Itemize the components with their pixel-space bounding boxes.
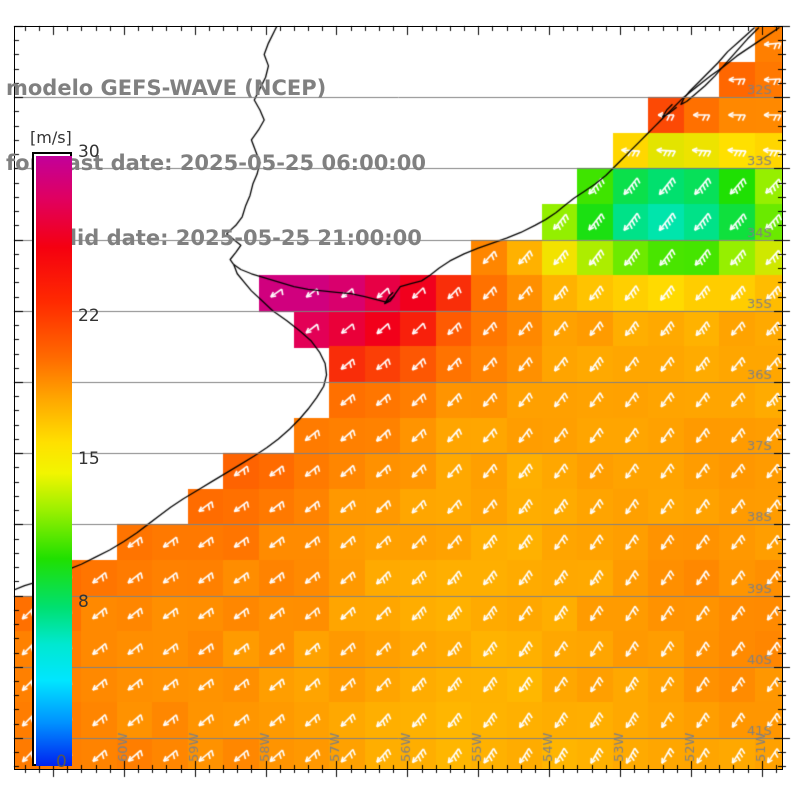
map-title: modelo GEFS-WAVE (NCEP) forecast date: 2… [0,26,520,301]
colorbar-tick-15: 15 [78,449,100,469]
colorbar-tick-8: 8 [78,592,89,613]
colorbar-tick-0: 0 [56,752,67,772]
title-forecast-line: forecast date: 2025-05-25 06:00:00 [6,151,426,175]
colorbar-unit-label: [m/s] [30,128,72,147]
title-model-line: modelo GEFS-WAVE (NCEP) [6,76,327,100]
title-valid-line: valid date: 2025-05-25 21:00:00 [42,226,422,250]
colorbar[interactable] [32,152,72,766]
colorbar-tick-30: 30 [78,142,100,162]
colorbar-gradient [36,156,72,766]
colorbar-box [32,152,72,766]
colorbar-tick-22: 22 [78,305,100,326]
